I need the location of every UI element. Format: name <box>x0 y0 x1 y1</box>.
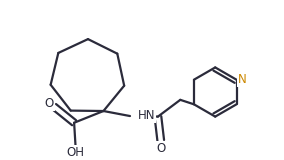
Text: O: O <box>44 97 54 110</box>
Text: HN: HN <box>138 109 155 122</box>
Text: O: O <box>157 142 166 155</box>
Text: N: N <box>238 73 247 86</box>
Text: OH: OH <box>66 146 85 159</box>
